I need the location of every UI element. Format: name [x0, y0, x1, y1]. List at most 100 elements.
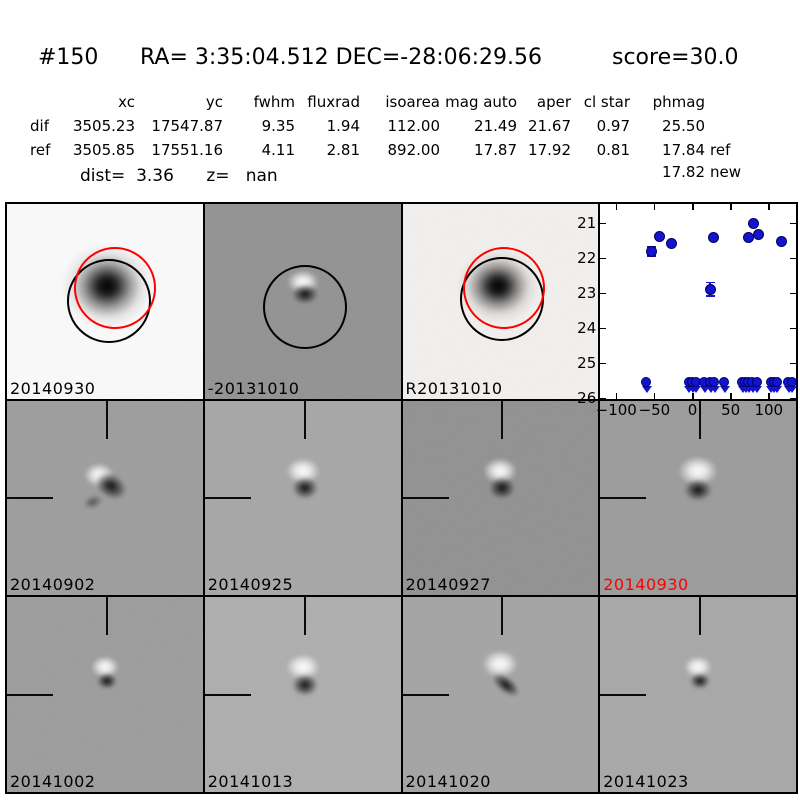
- candidate-score: score=30.0: [612, 45, 739, 70]
- crosshair-top-tick: [699, 597, 702, 636]
- upper-limit-arrow: [772, 385, 783, 393]
- data-point: [753, 229, 765, 241]
- stamp-panel-20141023: 20141023: [600, 597, 796, 792]
- table-cell: dif: [30, 117, 49, 135]
- data-point: [645, 245, 657, 257]
- upper-limit-arrow: [709, 385, 720, 393]
- table-cell: 0.81: [596, 141, 630, 159]
- crosshair-left-tick: [402, 496, 449, 499]
- x-tick-label: 100: [754, 401, 784, 419]
- x-tick: [692, 393, 694, 399]
- y-tick-label: 23: [577, 284, 597, 303]
- stamp-date-label: 20141020: [405, 772, 491, 791]
- column-header: mag auto: [445, 93, 517, 111]
- data-point: [666, 238, 678, 250]
- upper-limit-arrow: [691, 385, 702, 393]
- table-cell: [440, 163, 517, 181]
- stamp-date-label: 20140930: [603, 575, 689, 595]
- error-bar-cap: [705, 295, 715, 297]
- stamp-panel-20141013: 20141013: [204, 597, 401, 792]
- x-tick-label: 50: [721, 401, 741, 419]
- stamp-date-label: 20140902: [10, 575, 96, 595]
- crosshair-left-tick: [7, 496, 53, 499]
- table-cell: [295, 163, 360, 181]
- upper-limit-point: [751, 377, 762, 388]
- table-cell: 17.87: [474, 141, 517, 159]
- error-bar-cap: [705, 281, 715, 284]
- y-tick-label: 24: [577, 319, 597, 338]
- data-point: [776, 236, 788, 248]
- column-header: xc: [118, 93, 135, 111]
- table-cell: 17.92: [528, 141, 571, 159]
- stamp-date-label: 20141023: [603, 772, 689, 791]
- table-row: ref 3505.85 17551.16 4.11 2.81 892.00 17.87 17.…: [25, 141, 755, 159]
- stamp-date-label: -20131010: [207, 378, 300, 398]
- dist-line: dist= 3.36 z= nan: [80, 166, 278, 186]
- crosshair-left-tick: [204, 496, 251, 499]
- table-cell: 112.00: [387, 117, 441, 135]
- aperture-circle-red: [73, 246, 156, 329]
- column-header: aper: [536, 93, 571, 111]
- stamp-panel-R20131010: R20131010: [402, 204, 599, 399]
- data-point: [708, 231, 720, 243]
- column-header: cl star: [583, 93, 630, 111]
- crosshair-left-tick: [600, 496, 647, 499]
- data-point: [654, 230, 666, 242]
- stamp-grid: 20140930 -20131010 R20131010 −100 −50 0 50 100 2…: [5, 202, 798, 794]
- y-tick-label: 25: [577, 354, 597, 373]
- data-point: [704, 283, 716, 295]
- crosshair-left-tick: [204, 693, 251, 696]
- table-cell: 892.00: [387, 141, 441, 159]
- upper-limit-arrow: [752, 385, 763, 393]
- residual-blob-dark: [96, 673, 117, 690]
- stamp-date-label: 20141013: [207, 772, 294, 791]
- x-tick-top: [653, 204, 656, 210]
- stamp-panel-20140925: 20140925: [204, 400, 401, 596]
- residual-blob-white: [684, 656, 713, 679]
- crosshair-top-tick: [501, 400, 504, 439]
- column-header: fwhm: [253, 93, 295, 111]
- y-tick-right: [790, 292, 797, 295]
- y-tick-right: [790, 222, 797, 224]
- crosshair-top-tick: [105, 597, 108, 636]
- upper-limit-point: [771, 377, 782, 388]
- upper-limit-arrow: [719, 385, 730, 393]
- y-tick-right: [790, 397, 797, 400]
- upper-limit-arrow: [699, 385, 710, 393]
- table-cell: 4.11: [261, 141, 295, 159]
- x-tick: [615, 393, 618, 399]
- crosshair-left-tick: [402, 693, 449, 696]
- table-cell: 0.97: [596, 117, 630, 135]
- residual-blob-dark: [684, 479, 713, 502]
- residual-blob-dark: [489, 477, 516, 500]
- table-cell: 2.81: [326, 141, 360, 159]
- stamp-panel-20141020: 20141020: [402, 597, 599, 792]
- upper-limit-point: [709, 377, 720, 388]
- table-cell: [517, 163, 571, 181]
- y-tick: [600, 397, 607, 400]
- stamp-panel-20140927: 20140927: [402, 400, 599, 596]
- table-cell: [360, 163, 440, 181]
- column-header: yc: [205, 93, 223, 111]
- table-cell: [25, 163, 72, 181]
- upper-limit-point: [719, 377, 730, 388]
- table-cell: 9.35: [261, 117, 295, 135]
- crosshair-top-tick: [303, 597, 306, 636]
- table-cell: 3505.23: [72, 117, 135, 135]
- table-cell: [705, 117, 755, 135]
- upper-limit-point: [641, 377, 652, 388]
- upper-limit-point: [786, 377, 797, 388]
- y-tick-right: [790, 257, 797, 259]
- column-header: phmag: [652, 93, 705, 111]
- stamp-date-label: R20131010: [405, 378, 503, 398]
- column-header: [25, 93, 72, 111]
- data-point: [748, 217, 760, 229]
- column-header: isoarea: [385, 93, 440, 111]
- stamp-panel-20140902: 20140902: [7, 400, 203, 596]
- y-tick-label: 21: [577, 214, 597, 233]
- table-cell: ref: [710, 141, 731, 159]
- y-tick-right: [790, 362, 797, 365]
- stamp-date-label: 20140925: [207, 575, 294, 595]
- table-cell: 21.49: [474, 117, 517, 135]
